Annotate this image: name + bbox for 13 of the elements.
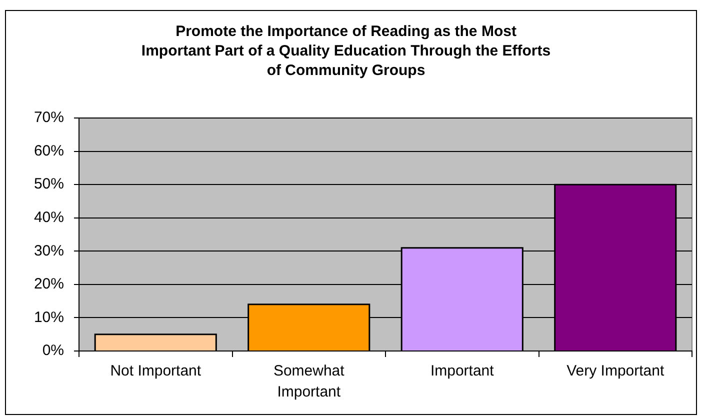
y-tick-label: 10% — [34, 308, 64, 326]
y-tick-label: 20% — [34, 276, 64, 293]
x-tick-label: Not Important — [110, 362, 202, 380]
y-tick-label: 30% — [34, 242, 64, 260]
y-tick-label: 60% — [34, 142, 64, 160]
y-tick-label: 50% — [34, 176, 64, 193]
x-tick-label: Very Important — [566, 362, 665, 380]
y-tick-label: 0% — [42, 342, 64, 360]
y-tick-label: 40% — [34, 209, 64, 226]
chart-title: Promote the Importance of Reading as the Most Important Part of a Quality Education Through the Efforts of Community Groups — [141, 22, 551, 79]
y-tick-label: 70% — [34, 109, 64, 126]
x-tick-label: Somewhat Important — [273, 362, 346, 401]
x-tick-label: Important — [430, 362, 495, 380]
